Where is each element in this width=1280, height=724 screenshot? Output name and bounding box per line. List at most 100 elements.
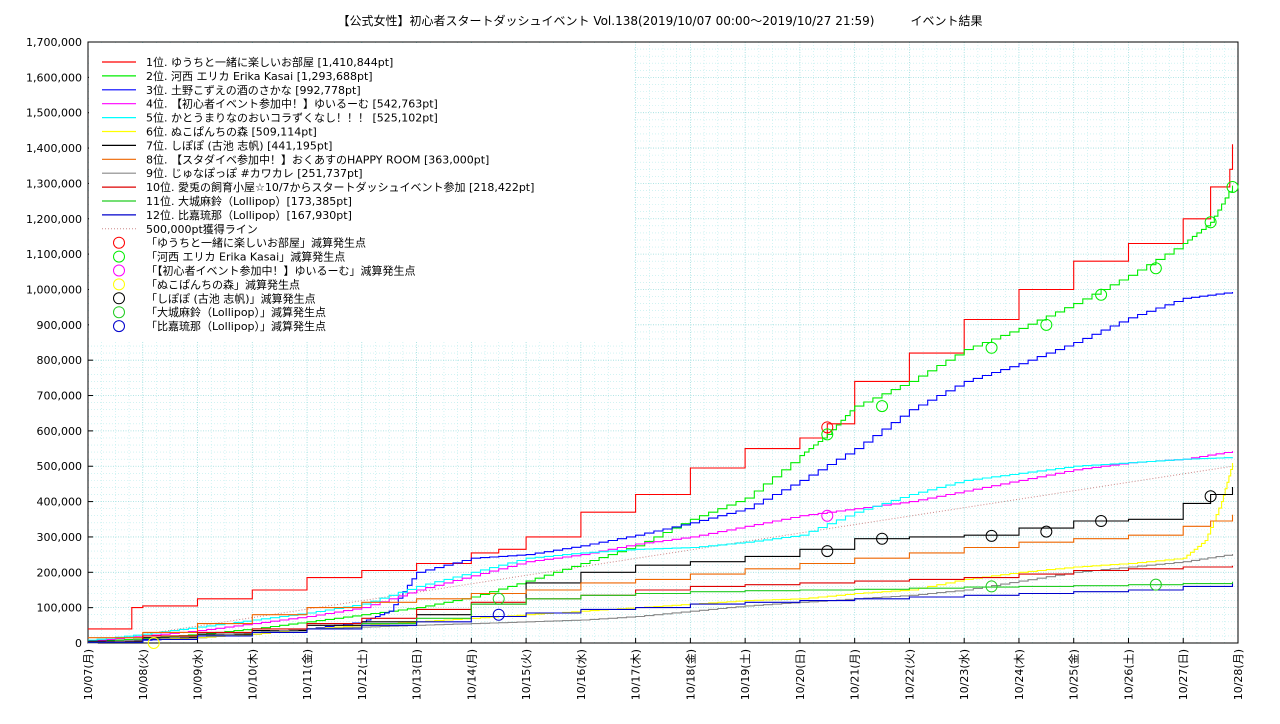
y-tick-label: 300,000 xyxy=(37,531,83,544)
x-tick-label: 10/21(月) xyxy=(849,649,862,700)
series-layer xyxy=(87,144,1234,644)
x-tick-label: 10/24(木) xyxy=(1013,649,1026,700)
legend-label-6: 6位. ぬこぱんちの森 [509,114pt] xyxy=(146,125,317,139)
penalty-marker-5 xyxy=(985,529,998,542)
series-line-12 xyxy=(88,583,1234,643)
x-tick-label: 10/28(月) xyxy=(1232,649,1245,700)
x-tick-label: 10/27(日) xyxy=(1177,649,1190,700)
legend-marker-3 xyxy=(113,264,125,277)
legend-label-12: 12位. 比嘉琉那（Lollipop）[167,930pt] xyxy=(146,208,352,222)
legend-label-5: 5位. かとうまりなのおいコラずくなし！！！ [525,102pt] xyxy=(146,111,438,125)
series-line-5 xyxy=(88,457,1234,641)
legend-marker-1 xyxy=(113,236,125,249)
x-tick-label: 10/13(日) xyxy=(411,649,424,700)
penalty-marker-2 xyxy=(985,341,998,354)
legend-background xyxy=(89,43,634,341)
penalty-marker-5 xyxy=(1204,490,1217,503)
y-tick-label: 900,000 xyxy=(37,319,83,332)
series-line-2 xyxy=(88,185,1234,642)
penalty-marker-3 xyxy=(821,509,834,522)
series-line-9 xyxy=(88,554,1234,644)
y-tick-label: 1,000,000 xyxy=(26,283,82,296)
penalty-marker-5 xyxy=(821,545,834,558)
y-tick-label: 700,000 xyxy=(37,390,83,403)
legend-label-3: 3位. 土野こずえの酒のさかな [992,778pt] xyxy=(146,83,361,97)
penalty-marker-2 xyxy=(821,428,834,441)
x-tick-label: 10/14(月) xyxy=(465,649,478,700)
legend-marker-label-5: 「しぽぽ (古池 志帆)」減算発生点 xyxy=(146,291,316,305)
x-tick-label: 10/12(土) xyxy=(356,649,369,700)
y-tick-label: 200,000 xyxy=(37,566,83,579)
y-tick-label: 1,400,000 xyxy=(26,142,82,155)
legend-label-2: 2位. 河西 エリカ Erika Kasai [1,293,688pt] xyxy=(146,69,373,83)
y-tick-label: 600,000 xyxy=(37,425,83,438)
legend-label-7: 7位. しぽぽ (古池 志帆) [441,195pt] xyxy=(146,138,332,152)
x-tick-label: 10/25(金) xyxy=(1067,649,1081,700)
penalty-marker-1 xyxy=(821,421,834,434)
y-tick-label: 0 xyxy=(75,637,82,650)
legend-marker-label-2: 「河西 エリカ Erika Kasai」減算発生点 xyxy=(146,250,345,264)
penalty-marker-5 xyxy=(876,532,889,545)
penalty-marker-2 xyxy=(1204,216,1217,229)
y-tick-label: 1,700,000 xyxy=(26,36,82,49)
y-tick-label: 1,300,000 xyxy=(26,177,82,190)
penalty-marker-4 xyxy=(147,637,160,649)
penalty-marker-2 xyxy=(1040,318,1053,331)
legend: 1位. ゆうちと一緒に楽しいお部屋 [1,410,844pt]2位. 河西 エリ… xyxy=(89,43,634,341)
reference-line xyxy=(87,465,1233,644)
legend-marker-label-1: 「ゆうちと一緒に楽しいお部屋」減算発生点 xyxy=(146,236,366,250)
y-tick-label: 1,100,000 xyxy=(26,248,82,261)
series-line-8 xyxy=(88,514,1234,639)
x-tick-label: 10/07(月) xyxy=(82,649,95,700)
legend-marker-2 xyxy=(113,250,125,263)
x-tick-label: 10/09(水) xyxy=(192,649,205,700)
penalty-marker-2 xyxy=(1149,262,1162,275)
x-tick-label: 10/23(水) xyxy=(958,649,971,700)
penalty-marker-6 xyxy=(492,592,505,605)
penalty-marker-layer xyxy=(147,180,1239,649)
x-tick-label: 10/18(金) xyxy=(683,649,697,700)
penalty-marker-6 xyxy=(1149,578,1162,591)
plot-frame xyxy=(87,41,1239,644)
y-tick-label: 1,600,000 xyxy=(26,71,82,84)
penalty-marker-5 xyxy=(1040,525,1053,538)
y-tick-label: 100,000 xyxy=(37,602,83,615)
chart-title: 【公式女性】初心者スタートダッシュイベント Vol.138(2019/10/07… xyxy=(338,13,983,28)
x-tick-label: 10/26(土) xyxy=(1122,649,1135,700)
legend-marker-7 xyxy=(113,320,125,333)
axis-layer: 0 100,000 200,000 300,000 400,000 500,000 600,… xyxy=(26,36,1245,700)
legend-marker-5 xyxy=(113,292,125,305)
x-tick-label: 10/19(土) xyxy=(739,649,752,700)
legend-marker-4 xyxy=(113,278,125,291)
legend-label-4: 4位. 【初心者イベント参加中！】ゆいるーむ [542,763pt] xyxy=(146,97,438,111)
penalty-marker-2 xyxy=(876,400,889,413)
x-tick-label: 10/11(金) xyxy=(300,649,314,700)
x-tick-label: 10/08(火) xyxy=(137,649,150,700)
x-tick-label: 10/16(水) xyxy=(575,649,588,700)
legend-label-10: 10位. 愛兎の飼育小屋☆10/7からスタートダッシュイベント参加 [218,4… xyxy=(146,180,534,194)
series-line-4 xyxy=(88,451,1234,642)
y-tick-label: 400,000 xyxy=(37,496,83,509)
penalty-marker-2 xyxy=(1095,288,1108,301)
penalty-marker-6 xyxy=(985,580,998,593)
legend-label-9: 9位. じゅなぽっぽ #カワカレ [251,737pt] xyxy=(146,166,363,180)
x-tick-label: 10/22(火) xyxy=(903,649,916,700)
penalty-marker-2 xyxy=(1226,180,1239,193)
legend-label-11: 11位. 大城麻鈴（Lollipop）[173,385pt] xyxy=(146,194,352,208)
penalty-marker-5 xyxy=(1095,515,1108,528)
legend-label-reference: 500,000pt獲得ライン xyxy=(146,223,258,236)
x-tick-label: 10/20(日) xyxy=(794,649,807,700)
x-tick-label: 10/10(木) xyxy=(246,649,259,700)
legend-marker-label-3: 「【初心者イベント参加中！】ゆいるーむ」減算発生点 xyxy=(146,264,416,278)
y-tick-label: 500,000 xyxy=(37,460,83,473)
penalty-marker-7 xyxy=(492,608,505,621)
legend-marker-label-6: 「大城麻鈴（Lollipop）」減算発生点 xyxy=(146,305,326,319)
x-tick-label: 10/17(木) xyxy=(630,649,643,700)
legend-marker-6 xyxy=(113,306,125,319)
x-tick-label: 10/15(火) xyxy=(520,649,533,700)
y-tick-label: 1,500,000 xyxy=(26,107,82,120)
series-line-1 xyxy=(88,144,1234,630)
y-tick-label: 800,000 xyxy=(37,354,83,367)
